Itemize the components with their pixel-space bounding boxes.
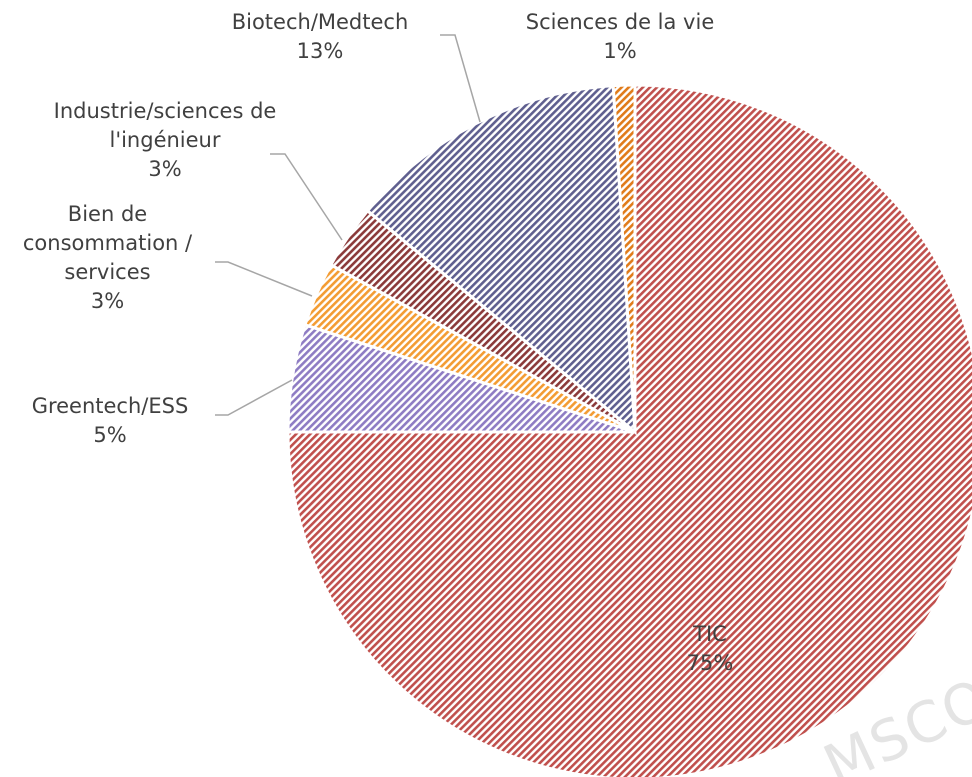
- pie-slice: [286, 83, 972, 777]
- category-label: Sciences de la vie: [525, 10, 715, 34]
- pie-slice: [365, 84, 637, 436]
- leader-line: [215, 379, 293, 416]
- category-label: Industrie/sciences de l'ingénieur: [53, 99, 277, 152]
- value-label: 3%: [90, 289, 125, 313]
- value-label: 13%: [296, 39, 344, 63]
- category-label: Greentech/ESS: [31, 394, 189, 418]
- slice-label: Industrie/sciences de l'ingénieur 3%: [50, 97, 280, 184]
- category-label: Bien de consommation / services: [22, 202, 193, 284]
- category-label: Biotech/Medtech: [231, 10, 409, 34]
- category-label: TIC: [693, 622, 727, 646]
- value-label: 5%: [93, 423, 127, 447]
- slice-label: Biotech/Medtech 13%: [200, 8, 440, 66]
- slice-label: Sciences de la vie 1%: [500, 8, 740, 66]
- slice-label: TIC 75%: [620, 620, 800, 678]
- leader-line: [440, 34, 481, 123]
- value-label: 3%: [148, 157, 182, 181]
- pie-slice: [611, 83, 637, 433]
- value-label: 75%: [686, 651, 734, 675]
- leader-line: [270, 153, 343, 241]
- slice-label: Bien de consommation / services 3%: [0, 200, 215, 316]
- leader-line: [215, 261, 313, 297]
- slice-label: Greentech/ESS 5%: [0, 392, 220, 450]
- value-label: 1%: [603, 39, 637, 63]
